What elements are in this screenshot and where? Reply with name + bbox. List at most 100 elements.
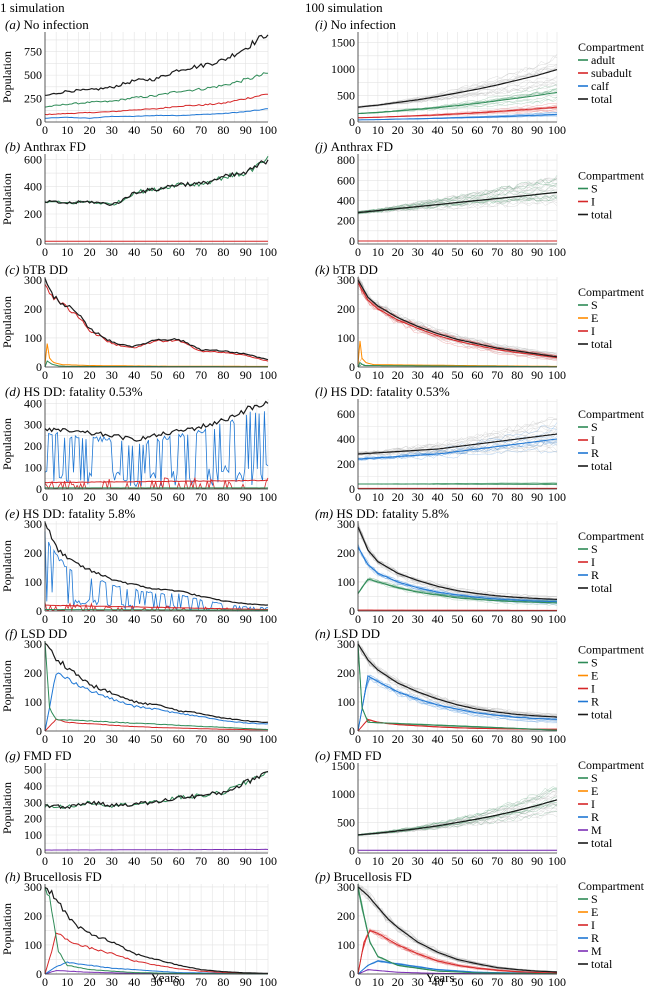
x-tick-label: 20 — [84, 123, 96, 137]
x-tick-label: 80 — [217, 490, 229, 504]
legend-label-E: E — [591, 669, 598, 683]
legend-label-total: total — [591, 836, 613, 850]
x-tick-label: 40 — [128, 368, 140, 382]
x-tick-label: 60 — [173, 368, 185, 382]
panel-title: (b) Anthrax FD — [5, 139, 86, 154]
x-tick-label: 0 — [42, 245, 48, 259]
x-tick-label: 30 — [412, 245, 424, 259]
y-tick-label: 400 — [24, 396, 42, 410]
x-tick-label: 50 — [452, 368, 464, 382]
y-axis-label: Population — [0, 782, 14, 834]
x-tick-label: 90 — [531, 490, 543, 504]
panel-letter-close: ) — [328, 506, 337, 521]
legend-label-S: S — [591, 892, 598, 906]
x-tick-label: 0 — [355, 368, 361, 382]
y-tick-label: 200 — [24, 666, 42, 680]
panel-letter-close: ) — [14, 262, 23, 277]
legend-label-total: total — [591, 581, 613, 595]
x-tick-label: 50 — [151, 490, 163, 504]
x-tick-label: 0 — [355, 854, 361, 868]
y-tick-label: 1500 — [331, 36, 355, 50]
y-tick-label: 300 — [24, 880, 42, 894]
x-tick-label: 80 — [217, 854, 229, 868]
legend-label-I: I — [591, 555, 595, 569]
x-tick-label: 90 — [531, 368, 543, 382]
x-tick-label: 100 — [259, 490, 277, 504]
y-tick-label: 500 — [337, 89, 355, 103]
x-tick-label: 10 — [372, 975, 384, 986]
y-tick-label: 800 — [337, 153, 355, 167]
x-tick-label: 10 — [372, 490, 384, 504]
legend-label-I: I — [591, 433, 595, 447]
x-tick-label: 90 — [531, 854, 543, 868]
grid — [45, 32, 268, 122]
x-tick-label: 30 — [106, 732, 118, 746]
legend-title: Compartment — [578, 407, 645, 421]
x-tick-label: 50 — [452, 123, 464, 137]
legend-label-M: M — [591, 944, 602, 958]
x-tick-label: 40 — [432, 975, 444, 986]
x-tick-label: 40 — [432, 123, 444, 137]
x-tick-label: 40 — [432, 732, 444, 746]
y-tick-label: 200 — [337, 214, 355, 228]
x-tick-label: 50 — [151, 368, 163, 382]
x-tick-label: 0 — [355, 123, 361, 137]
panel-title: (j) Anthrax FD — [315, 139, 393, 154]
panel-letter-close: ) — [325, 626, 334, 641]
x-tick-label: 30 — [412, 854, 424, 868]
x-tick-label: 90 — [531, 732, 543, 746]
panel-letter-close: ) — [325, 869, 334, 884]
legend-title: Compartment — [578, 758, 645, 772]
y-tick-label: 300 — [24, 273, 42, 287]
x-tick-label: 20 — [392, 612, 404, 626]
legend-label-R: R — [591, 810, 599, 824]
y-tick-label: 200 — [337, 302, 355, 316]
x-tick-label: 90 — [531, 612, 543, 626]
x-tick-label: 70 — [195, 975, 207, 986]
y-tick-label: 300 — [24, 795, 42, 809]
x-tick-label: 80 — [217, 732, 229, 746]
panel-title: (g) FMD FD — [5, 748, 71, 763]
x-tick-label: 40 — [432, 245, 444, 259]
panel-letter-close: ) — [322, 17, 331, 32]
x-tick-label: 10 — [372, 854, 384, 868]
x-tick-label: 50 — [151, 123, 163, 137]
y-tick-label: 100 — [24, 938, 42, 952]
x-tick-label: 80 — [511, 612, 523, 626]
y-tick-label: 200 — [24, 812, 42, 826]
y-tick-label: 400 — [337, 432, 355, 446]
x-tick-label: 50 — [452, 854, 464, 868]
x-tick-label: 90 — [240, 732, 252, 746]
panel-letter-close: ) — [12, 626, 21, 641]
x-tick-label: 100 — [548, 490, 566, 504]
x-tick-label: 80 — [511, 732, 523, 746]
legend-label-subadult: subadult — [591, 66, 632, 80]
legend-label-adult: adult — [591, 53, 616, 67]
y-tick-label: 100 — [24, 331, 42, 345]
y-tick-label: 100 — [24, 461, 42, 475]
y-tick-label: 750 — [24, 45, 42, 59]
x-tick-label: 40 — [128, 123, 140, 137]
x-tick-label: 100 — [259, 612, 277, 626]
x-tick-label: 40 — [128, 490, 140, 504]
y-tick-label: 300 — [337, 273, 355, 287]
x-tick-label: 0 — [42, 490, 48, 504]
panel-letter-close: ) — [14, 506, 23, 521]
x-tick-label: 70 — [491, 490, 503, 504]
legend-label-total: total — [591, 957, 613, 971]
x-tick-label: 70 — [491, 123, 503, 137]
x-tick-label: 70 — [195, 854, 207, 868]
y-tick-label: 200 — [24, 207, 42, 221]
x-tick-label: 0 — [42, 732, 48, 746]
x-tick-label: 80 — [217, 123, 229, 137]
legend-label-total: total — [591, 208, 613, 222]
y-axis-label: Population — [0, 296, 14, 348]
legend-label-I: I — [591, 918, 595, 932]
y-tick-label: 100 — [337, 938, 355, 952]
x-tick-label: 60 — [173, 975, 185, 986]
legend-label-R: R — [591, 931, 599, 945]
